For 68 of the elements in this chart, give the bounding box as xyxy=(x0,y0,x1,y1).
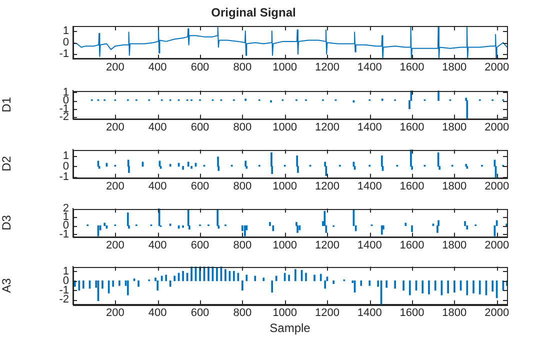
y-tick-label: 1 xyxy=(62,25,69,38)
x-tick-label: 1600 xyxy=(400,307,424,320)
y-tick-label: 0 xyxy=(62,160,69,172)
x-tick-label: 1600 xyxy=(400,180,424,192)
x-tick-label: 800 xyxy=(233,61,252,74)
x-tick-label: 1800 xyxy=(442,239,467,252)
x-tick-label: 1600 xyxy=(400,61,424,74)
x-tick-label: 400 xyxy=(148,239,167,252)
x-tick-label: 2000 xyxy=(484,307,510,320)
x-tick-label: 400 xyxy=(148,121,167,134)
x-tick-label: 2000 xyxy=(484,121,510,134)
x-tick-label: 200 xyxy=(106,180,124,192)
y-axis-title: D2 xyxy=(0,156,14,172)
x-tick-label: 400 xyxy=(148,307,167,320)
y-tick-label: 0 xyxy=(62,36,69,49)
x-tick-label: 800 xyxy=(233,239,252,252)
x-tick-label: 1400 xyxy=(357,121,382,134)
x-tick-label: 1800 xyxy=(442,121,467,134)
x-tick-label: 800 xyxy=(233,121,252,134)
x-tick-label: 1400 xyxy=(357,61,382,74)
x-tick-label: 1000 xyxy=(272,239,298,252)
x-tick-label: 1400 xyxy=(357,180,382,192)
x-tick-label: 1800 xyxy=(442,307,467,320)
y-tick-label: -2 xyxy=(59,294,69,306)
y-tick-label: -2 xyxy=(59,111,69,124)
y-axis-title: D1 xyxy=(0,96,14,112)
x-tick-label: 2000 xyxy=(484,239,510,252)
x-tick-label: 1200 xyxy=(314,307,340,320)
x-tick-label: 1000 xyxy=(272,180,298,192)
x-tick-label: 1400 xyxy=(357,239,382,252)
x-tick-label: 800 xyxy=(233,180,252,192)
x-tick-label: 400 xyxy=(148,61,167,74)
x-tick-label: 1000 xyxy=(272,307,298,320)
x-tick-label: 200 xyxy=(106,307,124,320)
y-tick-label: -1 xyxy=(59,170,69,183)
x-tick-label: 600 xyxy=(190,121,210,134)
x-tick-label: 2000 xyxy=(484,61,510,74)
x-tick-label: 1200 xyxy=(314,121,340,134)
x-tick-label: 2000 xyxy=(484,180,510,192)
x-tick-label: 1000 xyxy=(272,61,298,74)
x-tick-label: 600 xyxy=(190,61,210,74)
x-tick-label: 400 xyxy=(148,180,167,192)
y-tick-label: -1 xyxy=(59,228,69,240)
x-tick-label: 600 xyxy=(190,239,210,252)
x-tick-label: 1200 xyxy=(314,61,340,74)
x-tick-label: 1800 xyxy=(442,61,467,74)
x-tick-label: 1600 xyxy=(400,121,424,134)
y-axis-title: A3 xyxy=(0,278,14,293)
x-tick-label: 200 xyxy=(106,239,124,252)
x-tick-label: 1200 xyxy=(314,239,340,252)
x-tick-label: 600 xyxy=(190,180,210,192)
x-tick-label: 1600 xyxy=(400,239,424,252)
x-tick-label: 200 xyxy=(106,61,124,74)
x-tick-label: 1200 xyxy=(314,180,340,192)
y-tick-label: -1 xyxy=(59,284,69,296)
y-tick-label: 0 xyxy=(62,274,69,287)
x-tick-label: 1800 xyxy=(442,180,467,192)
x-tick-label: 1000 xyxy=(272,121,298,134)
x-axis-title: Sample xyxy=(270,321,311,336)
y-tick-label: 1 xyxy=(62,150,69,162)
y-tick-label: 1 xyxy=(62,265,69,278)
chart-title: Original Signal xyxy=(211,6,296,20)
x-tick-label: 800 xyxy=(233,307,252,320)
x-tick-label: 600 xyxy=(190,307,210,320)
y-tick-label: -1 xyxy=(59,48,69,60)
x-tick-label: 200 xyxy=(106,121,124,134)
x-tick-label: 1400 xyxy=(357,307,382,320)
y-axis-title: D3 xyxy=(0,214,14,230)
